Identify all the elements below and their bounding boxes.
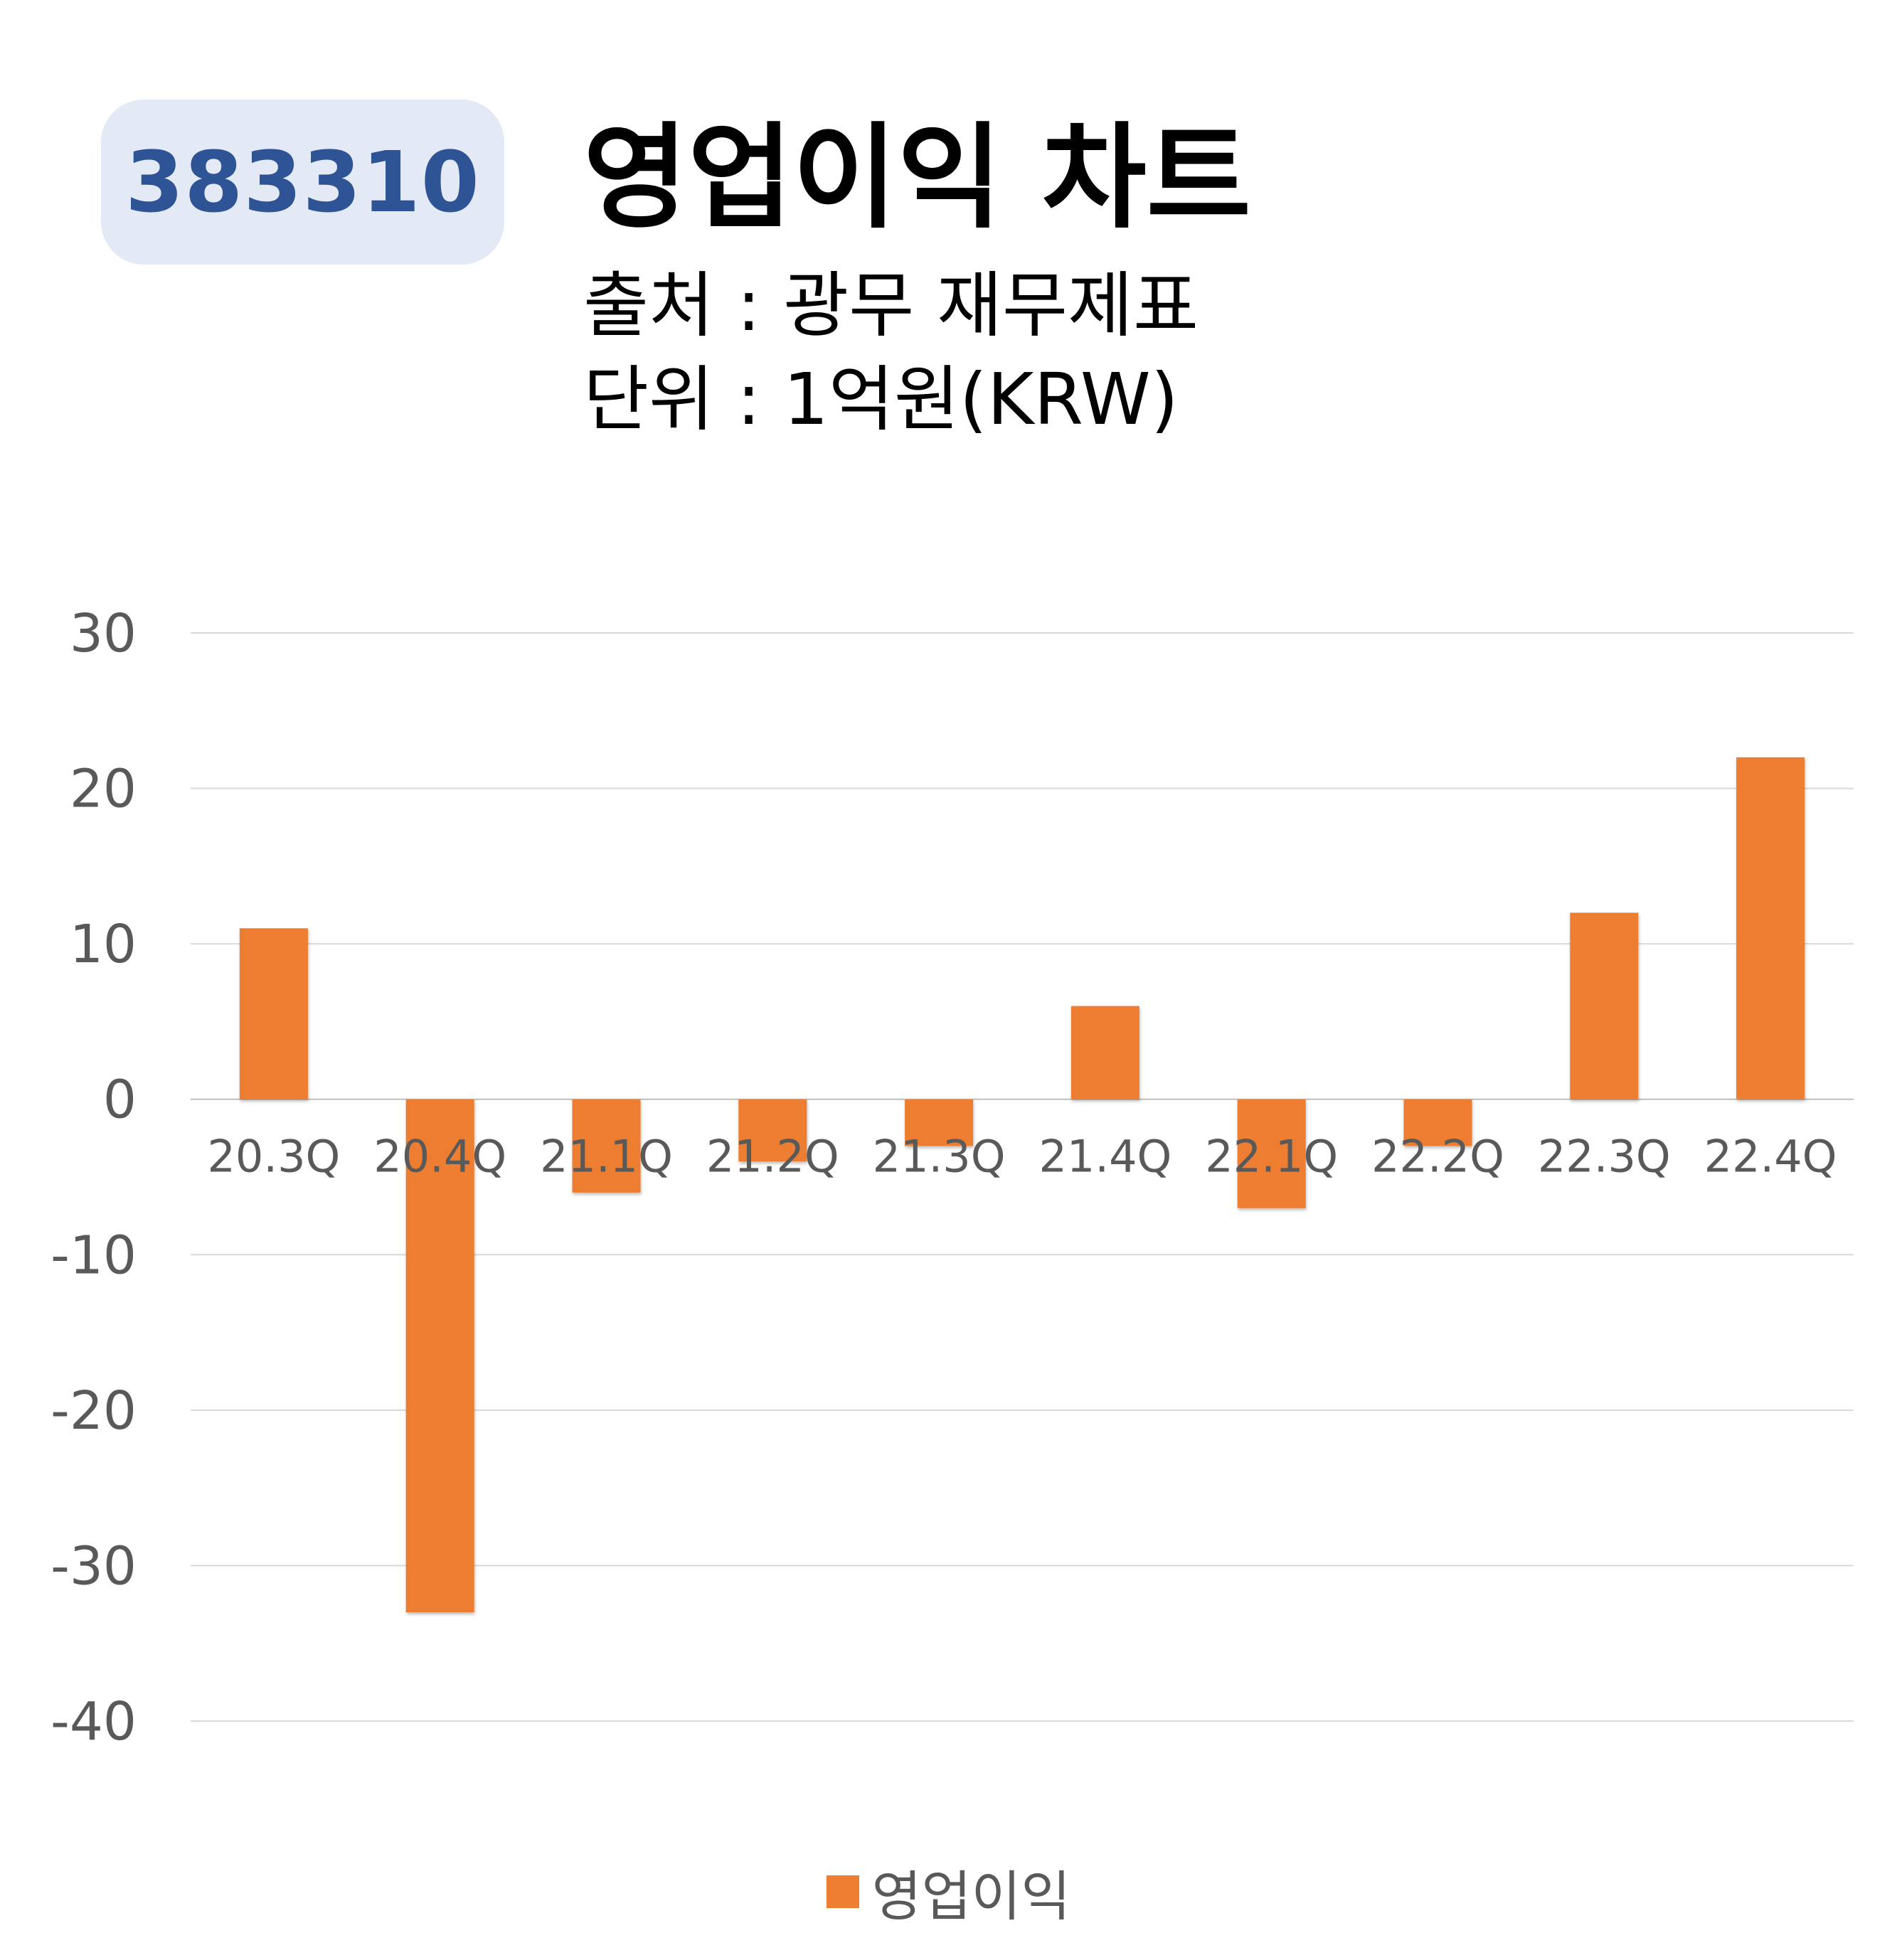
x-tick-label: 21.1Q xyxy=(540,1131,673,1183)
source-text: 출처 : 광무 재무제표 xyxy=(583,264,1199,347)
y-tick-label: 0 xyxy=(103,1070,137,1131)
y-tick-label: -40 xyxy=(51,1691,137,1752)
y-tick-label: 20 xyxy=(70,759,137,820)
stock-code-badge: 383310 xyxy=(101,100,504,265)
legend-label: 영업이익 xyxy=(871,1865,1071,1928)
x-tick-label: 21.2Q xyxy=(706,1131,839,1183)
y-tick-label: 30 xyxy=(70,603,137,664)
unit-text: 단위 : 1억원(KRW) xyxy=(583,358,1179,441)
x-tick-label: 21.3Q xyxy=(873,1131,1006,1183)
x-tick-label: 22.1Q xyxy=(1205,1131,1338,1183)
y-tick-label: -10 xyxy=(51,1225,137,1286)
x-tick-label: 22.4Q xyxy=(1704,1131,1837,1183)
bar xyxy=(239,928,308,1099)
x-tick-label: 21.4Q xyxy=(1038,1131,1171,1183)
y-tick-label: 10 xyxy=(70,914,137,975)
bar xyxy=(572,1099,641,1193)
x-tick-label: 22.2Q xyxy=(1371,1131,1504,1183)
x-tick-label: 20.4Q xyxy=(373,1131,506,1183)
x-tick-label: 22.3Q xyxy=(1538,1131,1671,1183)
bar xyxy=(1237,1099,1306,1208)
y-tick-label: -30 xyxy=(51,1535,137,1597)
bar xyxy=(1736,757,1805,1099)
legend-swatch xyxy=(826,1875,859,1908)
bar xyxy=(905,1099,974,1146)
bar xyxy=(738,1099,807,1162)
x-tick-label: 20.3Q xyxy=(207,1131,340,1183)
bar xyxy=(405,1099,474,1612)
stock-code: 383310 xyxy=(125,133,480,231)
bar xyxy=(1403,1099,1472,1146)
chart-title: 영업이익 차트 xyxy=(583,111,1251,244)
y-tick-label: -20 xyxy=(51,1380,137,1442)
bar xyxy=(1070,1006,1139,1099)
legend: 영업이익 xyxy=(0,1853,1897,1931)
bar xyxy=(1570,912,1639,1099)
